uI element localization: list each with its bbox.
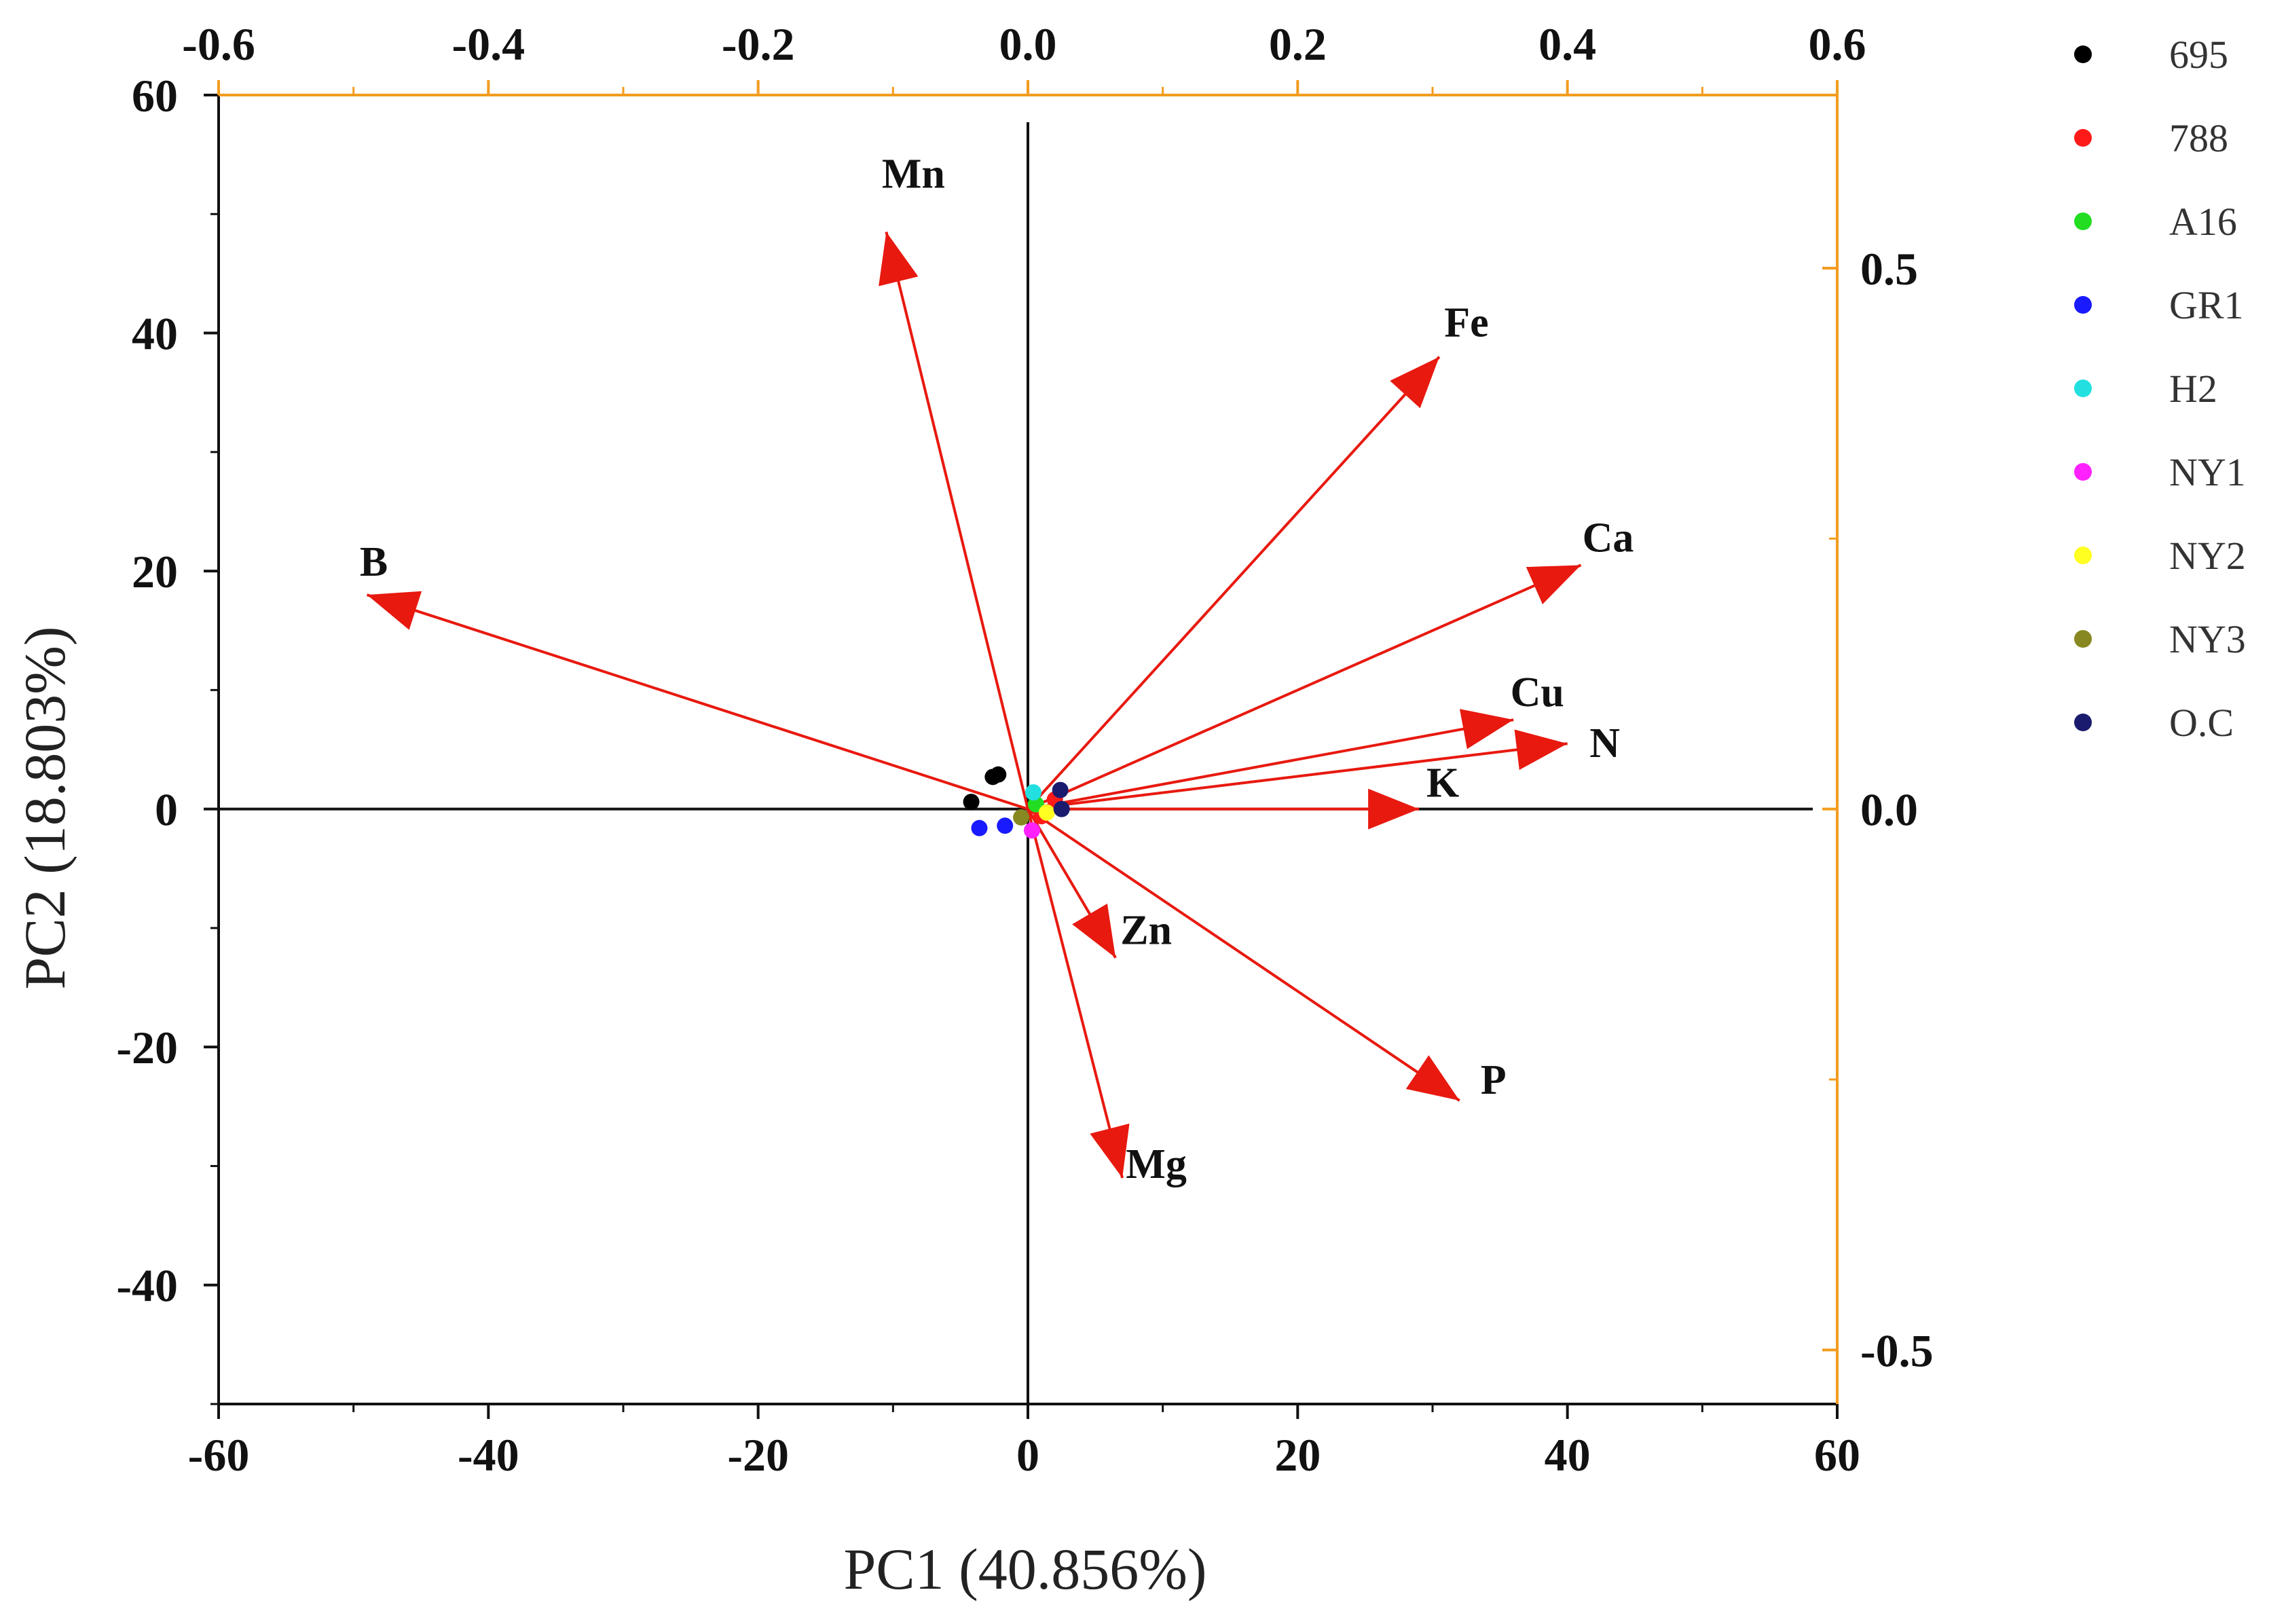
legend-label: 788: [2169, 116, 2228, 160]
loading-label-fe: Fe: [1444, 300, 1488, 346]
legend-marker-788: [2074, 129, 2092, 147]
loading-label-k: K: [1426, 760, 1459, 807]
y-tick-label: 60: [132, 70, 178, 122]
legend-marker-gr1: [2074, 296, 2092, 314]
legend-label: H2: [2169, 367, 2217, 411]
loading-vector-mn: [879, 232, 1029, 810]
x-tick-label: -40: [458, 1429, 519, 1481]
x-tick-label: -20: [727, 1429, 789, 1481]
legend-marker-695: [2074, 45, 2092, 63]
sample-point-gr1: [971, 819, 988, 836]
y-tick-label: 40: [132, 308, 178, 360]
legend: 695 788 A16 GR1 H2 NY1 NY2 NY3 O.C: [2074, 33, 2246, 745]
x-tick-label: 60: [1814, 1429, 1860, 1481]
right-tick-label: 0.0: [1860, 784, 1918, 836]
top-tick-label: -0.2: [722, 18, 795, 70]
right-tick-label: -0.5: [1860, 1325, 1934, 1376]
x-tick-label: -60: [188, 1429, 250, 1481]
loading-label-zn: Zn: [1120, 908, 1172, 954]
y-axis-title: PC2 (18.803%): [12, 626, 77, 989]
legend-label: 695: [2169, 33, 2228, 77]
top-tick-label: 0.6: [1809, 18, 1866, 70]
sample-point-695: [990, 766, 1007, 783]
loading-vector-cu: [1027, 709, 1514, 811]
sample-point-h2: [1025, 784, 1041, 801]
legend-marker-ny1: [2074, 463, 2092, 481]
top-tick-label: 0.4: [1538, 18, 1596, 70]
loading-label-mn: Mn: [882, 151, 945, 198]
sample-point-oc: [1052, 781, 1069, 798]
loading-label-b: B: [360, 539, 388, 585]
loading-label-ca: Ca: [1583, 515, 1634, 561]
loading-vector-mg: [1027, 809, 1130, 1179]
legend-label: NY3: [2169, 617, 2246, 661]
legend-label: A16: [2169, 200, 2237, 244]
sample-point-gr1: [997, 817, 1014, 834]
y-tick-label: -20: [116, 1022, 178, 1073]
right-tick-label: 0.5: [1860, 243, 1918, 295]
legend-marker-ny2: [2074, 547, 2092, 564]
y-tick-label: -40: [116, 1260, 178, 1312]
loading-label-p: P: [1481, 1057, 1507, 1103]
sample-point-695: [963, 794, 980, 811]
sample-point-ny1: [1023, 822, 1040, 839]
x-tick-label: 20: [1274, 1429, 1321, 1481]
x-axis-title: PC1 (40.856%): [843, 1536, 1206, 1602]
top-tick-label: -0.6: [182, 18, 255, 70]
legend-marker-ny3: [2074, 630, 2092, 648]
loading-label-mg: Mg: [1126, 1141, 1187, 1187]
loading-vector-n: [1027, 729, 1568, 811]
loading-vector-p: [1027, 807, 1460, 1102]
loading-vector-zn: [1027, 808, 1117, 959]
legend-label: O.C: [2169, 701, 2234, 745]
loading-vector-fe: [1027, 356, 1441, 810]
legend-marker-oc: [2074, 714, 2092, 731]
legend-marker-h2: [2074, 380, 2092, 397]
y-tick-label: 0: [155, 784, 178, 836]
y-tick-label: 20: [132, 546, 178, 597]
legend-label: NY1: [2169, 450, 2246, 494]
loading-label-cu: Cu: [1511, 669, 1564, 716]
x-tick-label: 0: [1016, 1429, 1039, 1481]
top-tick-label: -0.4: [452, 18, 525, 70]
legend-label: GR1: [2169, 283, 2244, 327]
x-tick-label: 40: [1545, 1429, 1591, 1481]
top-tick-label: 0.0: [999, 18, 1057, 70]
legend-label: NY2: [2169, 534, 2246, 578]
loading-vector-ca: [1027, 564, 1582, 811]
loading-label-n: N: [1589, 720, 1620, 767]
top-tick-label: 0.2: [1269, 18, 1327, 70]
legend-marker-a16: [2074, 213, 2092, 230]
sample-point-ny2: [1038, 804, 1055, 821]
sample-point-oc: [1053, 800, 1070, 817]
loading-vector-b: [366, 591, 1029, 811]
sample-point-ny3: [1013, 809, 1030, 826]
